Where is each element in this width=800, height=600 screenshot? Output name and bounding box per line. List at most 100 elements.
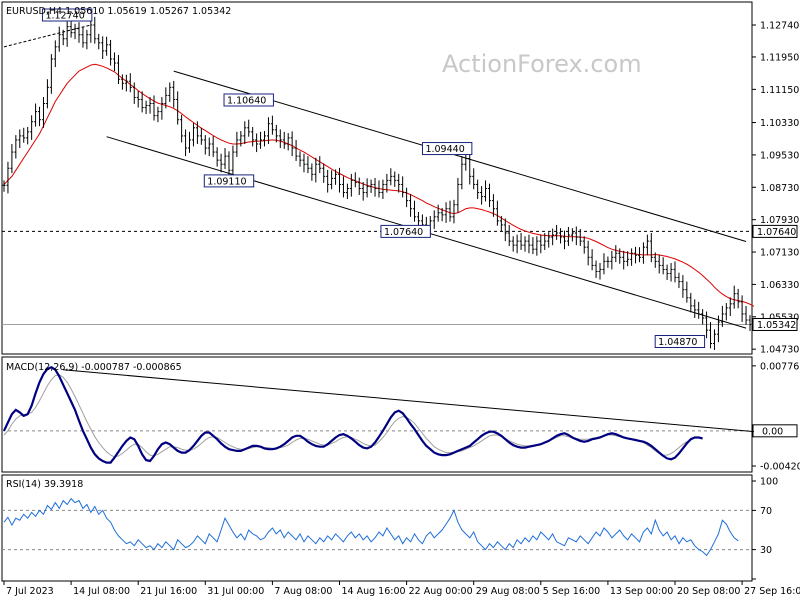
pane-frames bbox=[1, 1, 753, 582]
price-bar bbox=[30, 115, 34, 140]
time-tick-label: 14 Aug 16:00 bbox=[342, 586, 406, 597]
price-annotation-label: 1.09440 bbox=[425, 144, 464, 155]
price-annotation-label: 1.10640 bbox=[227, 95, 266, 106]
price-bar bbox=[310, 163, 314, 181]
price-bar bbox=[144, 100, 148, 115]
price-bar bbox=[211, 135, 215, 157]
price-bar bbox=[582, 236, 586, 254]
price-bar bbox=[148, 97, 152, 114]
price-bar bbox=[401, 176, 405, 198]
price-bar bbox=[184, 129, 188, 157]
price-bar bbox=[231, 145, 235, 179]
price-bar bbox=[199, 127, 203, 145]
price-tick-label: 1.10330 bbox=[760, 118, 799, 129]
price-bar bbox=[610, 250, 614, 270]
time-tick-label: 5 Sep 16:00 bbox=[543, 586, 600, 597]
price-bar bbox=[559, 228, 563, 244]
watermark: ActionForex.com bbox=[442, 50, 642, 78]
price-bar bbox=[614, 245, 618, 263]
price-bar bbox=[405, 187, 409, 208]
price-bar bbox=[227, 151, 231, 177]
price-bar bbox=[409, 194, 413, 217]
price-bar bbox=[436, 204, 440, 222]
price-bar bbox=[203, 135, 207, 155]
time-tick-label: 31 Jul 00:00 bbox=[207, 586, 264, 597]
price-bar bbox=[637, 247, 641, 263]
price-bar bbox=[235, 131, 239, 157]
price-bar bbox=[562, 230, 566, 250]
price-bar bbox=[566, 226, 570, 246]
price-bar bbox=[377, 180, 381, 198]
time-tick-label: 21 Jul 16:00 bbox=[140, 586, 197, 597]
price-tick-label: 1.12740 bbox=[760, 20, 799, 31]
price-bar bbox=[259, 131, 263, 149]
price-bar bbox=[452, 199, 456, 224]
price-bar bbox=[412, 200, 416, 222]
rsi-tick-label: 100 bbox=[760, 477, 778, 488]
price-bar bbox=[432, 210, 436, 229]
price-tick-label: 1.09530 bbox=[760, 150, 799, 161]
price-tick-label: 1.05530 bbox=[760, 312, 799, 323]
price-bar bbox=[586, 240, 590, 266]
price-bar bbox=[416, 211, 420, 228]
price-bar bbox=[689, 292, 693, 313]
price-bar bbox=[701, 309, 705, 325]
price-bar bbox=[693, 299, 697, 319]
price-bar bbox=[243, 121, 247, 144]
price-bar bbox=[128, 73, 132, 93]
price-bar bbox=[480, 186, 484, 205]
price-bar bbox=[456, 177, 460, 213]
price-bar bbox=[207, 137, 211, 157]
price-bar bbox=[314, 157, 318, 183]
price-bar bbox=[172, 80, 176, 108]
price-bar bbox=[712, 329, 716, 350]
price-bar bbox=[97, 33, 101, 50]
time-tick-label: 27 Sep 16:00 bbox=[744, 586, 800, 597]
price-bar bbox=[101, 36, 105, 59]
price-bar bbox=[539, 234, 543, 254]
price-bar bbox=[334, 169, 338, 185]
price-bar bbox=[531, 237, 535, 255]
last-price-label: 1.05342 bbox=[757, 320, 796, 331]
price-bar bbox=[393, 171, 397, 187]
price-bar bbox=[618, 248, 622, 264]
price-bar bbox=[345, 183, 349, 200]
price-bar bbox=[26, 126, 30, 145]
price-bar bbox=[590, 249, 594, 271]
price-bar bbox=[574, 226, 578, 246]
price-tick-label: 1.11150 bbox=[760, 85, 799, 96]
pane-frame-1 bbox=[1, 356, 753, 473]
price-bar bbox=[302, 153, 306, 173]
price-annotation-box bbox=[41, 8, 93, 22]
price-annotation-label: 1.12740 bbox=[45, 10, 84, 21]
price-bar bbox=[85, 29, 89, 50]
price-bar bbox=[673, 261, 677, 283]
price-bar bbox=[160, 97, 164, 120]
price-bar bbox=[634, 246, 638, 264]
price-bar bbox=[136, 90, 140, 108]
price-bar bbox=[578, 228, 582, 246]
rsi-pane: 100 70 30 bbox=[2, 477, 778, 580]
price-bar bbox=[53, 40, 57, 68]
price-bar bbox=[681, 275, 685, 298]
price-bar bbox=[330, 170, 334, 190]
price-bar bbox=[487, 183, 491, 208]
price-bar bbox=[338, 167, 342, 193]
price-bar bbox=[45, 79, 49, 109]
price-bar bbox=[255, 133, 259, 153]
price-bar bbox=[180, 114, 184, 143]
price-bar bbox=[594, 260, 598, 278]
price-bar bbox=[140, 91, 144, 113]
price-bar bbox=[570, 228, 574, 242]
price-bar bbox=[499, 216, 503, 232]
price-bar bbox=[22, 127, 26, 143]
price-bar bbox=[397, 173, 401, 193]
price-bar bbox=[247, 119, 251, 137]
time-tick-label: 20 Sep 08:00 bbox=[677, 586, 740, 597]
price-bar bbox=[270, 115, 274, 135]
price-bar bbox=[282, 131, 286, 149]
price-bar bbox=[697, 301, 701, 319]
macd-zero-value: 0.00 bbox=[762, 426, 783, 437]
price-bar bbox=[176, 91, 180, 125]
